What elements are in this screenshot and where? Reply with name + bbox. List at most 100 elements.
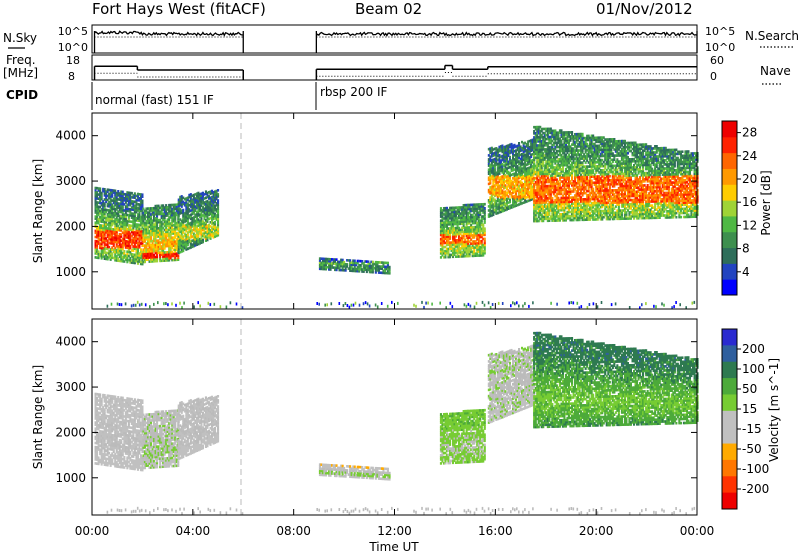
heatmap-cell [386, 265, 389, 269]
heatmap-cell [139, 232, 142, 235]
heatmap-cell [130, 228, 133, 232]
heatmap-cell [97, 197, 100, 200]
heatmap-cell [141, 201, 144, 205]
heatmap-cell [388, 269, 391, 273]
heatmap-cell [217, 223, 220, 227]
heatmap-cell [114, 248, 117, 252]
heatmap-cell [376, 261, 379, 264]
heatmap-cell [169, 238, 172, 242]
heatmap-cell [217, 219, 220, 223]
heatmap-cell [117, 251, 120, 254]
heatmap-cell [99, 254, 102, 258]
heatmap-cell [353, 263, 356, 267]
heatmap-cell [174, 250, 177, 254]
heatmap-cell [120, 192, 123, 195]
heatmap-cell [103, 235, 106, 238]
heatmap-cell [150, 213, 153, 216]
heatmap-cell [332, 260, 335, 263]
heatmap-cell [367, 262, 370, 265]
heatmap-cell [97, 217, 100, 221]
heatmap-cell [442, 221, 445, 224]
heatmap-cell [359, 268, 362, 271]
heatmap-cell [185, 236, 188, 239]
heatmap-cell [441, 252, 444, 255]
heatmap-cell [108, 196, 111, 200]
heatmap-cell [358, 259, 361, 263]
heatmap-cell [180, 229, 183, 233]
heatmap-cell [132, 245, 135, 248]
heatmap-cell [142, 250, 145, 254]
heatmap-cell [203, 211, 206, 215]
heatmap-cell [147, 252, 150, 255]
heatmap-cell [100, 246, 103, 250]
heatmap-cell [198, 240, 201, 243]
heatmap-cell [102, 189, 105, 193]
heatmap-cell [217, 205, 220, 208]
heatmap-cell [97, 211, 100, 215]
heatmap-cell [162, 257, 165, 260]
heatmap-cell [192, 212, 195, 215]
heatmap-cell [456, 253, 459, 256]
heatmap-cell [145, 231, 148, 235]
heatmap-cell [130, 240, 133, 244]
heatmap-cell [102, 210, 105, 213]
heatmap-cell [350, 269, 353, 273]
heatmap-cell [465, 230, 468, 233]
heatmap-cell [337, 260, 340, 264]
heatmap-cell [447, 239, 450, 242]
heatmap-cell [153, 213, 156, 216]
heatmap-cell [471, 228, 474, 231]
heatmap-cell [139, 203, 142, 206]
heatmap-cell [189, 209, 192, 212]
heatmap-cell [99, 218, 102, 221]
heatmap-cell [148, 248, 151, 251]
heatmap-cell [473, 246, 476, 249]
heatmap-cell [442, 213, 445, 216]
heatmap-cell [197, 234, 200, 238]
heatmap-cell [142, 232, 145, 235]
heatmap-cell [118, 251, 121, 254]
heatmap-cell [195, 229, 198, 232]
heatmap-cell [212, 199, 215, 202]
heatmap-cell [159, 222, 162, 226]
heatmap-cell [439, 252, 442, 255]
heatmap-cell [112, 238, 115, 241]
heatmap-cell [135, 239, 138, 243]
heatmap-cell [145, 254, 148, 257]
heatmap-cell [452, 214, 455, 218]
heatmap-cell [123, 209, 126, 212]
heatmap-cell [208, 191, 211, 194]
heatmap-cell [129, 228, 132, 231]
heatmap-cell [442, 251, 445, 255]
heatmap-cell [468, 254, 471, 258]
heatmap-cell [194, 236, 197, 239]
heatmap-cell [145, 207, 148, 210]
heatmap-cell [172, 213, 175, 217]
heatmap-cell [204, 221, 207, 224]
heatmap-cell [150, 225, 153, 229]
heatmap-cell [162, 222, 165, 226]
heatmap-cell [465, 218, 468, 221]
heatmap-cell [179, 242, 182, 246]
heatmap-cell [450, 210, 453, 214]
heatmap-cell [217, 209, 220, 212]
heatmap-cell [209, 212, 212, 216]
heatmap-cell [474, 242, 477, 245]
heatmap-cell [117, 239, 120, 242]
heatmap-cell [465, 242, 468, 246]
heatmap-cell [124, 246, 127, 249]
heatmap-cell [444, 255, 447, 259]
heatmap-cell [464, 230, 467, 233]
heatmap-cell [455, 255, 458, 258]
heatmap-cell [159, 231, 162, 234]
heatmap-cell [124, 242, 127, 245]
heatmap-cell [97, 250, 100, 253]
heatmap-cell [118, 253, 121, 257]
heatmap-cell [103, 237, 106, 240]
heatmap-cell [467, 254, 470, 258]
heatmap-cell [105, 251, 108, 255]
heatmap-cell [127, 254, 130, 258]
heatmap-cell [206, 230, 209, 234]
heatmap-cell [100, 234, 103, 238]
heatmap-cell [109, 195, 112, 198]
